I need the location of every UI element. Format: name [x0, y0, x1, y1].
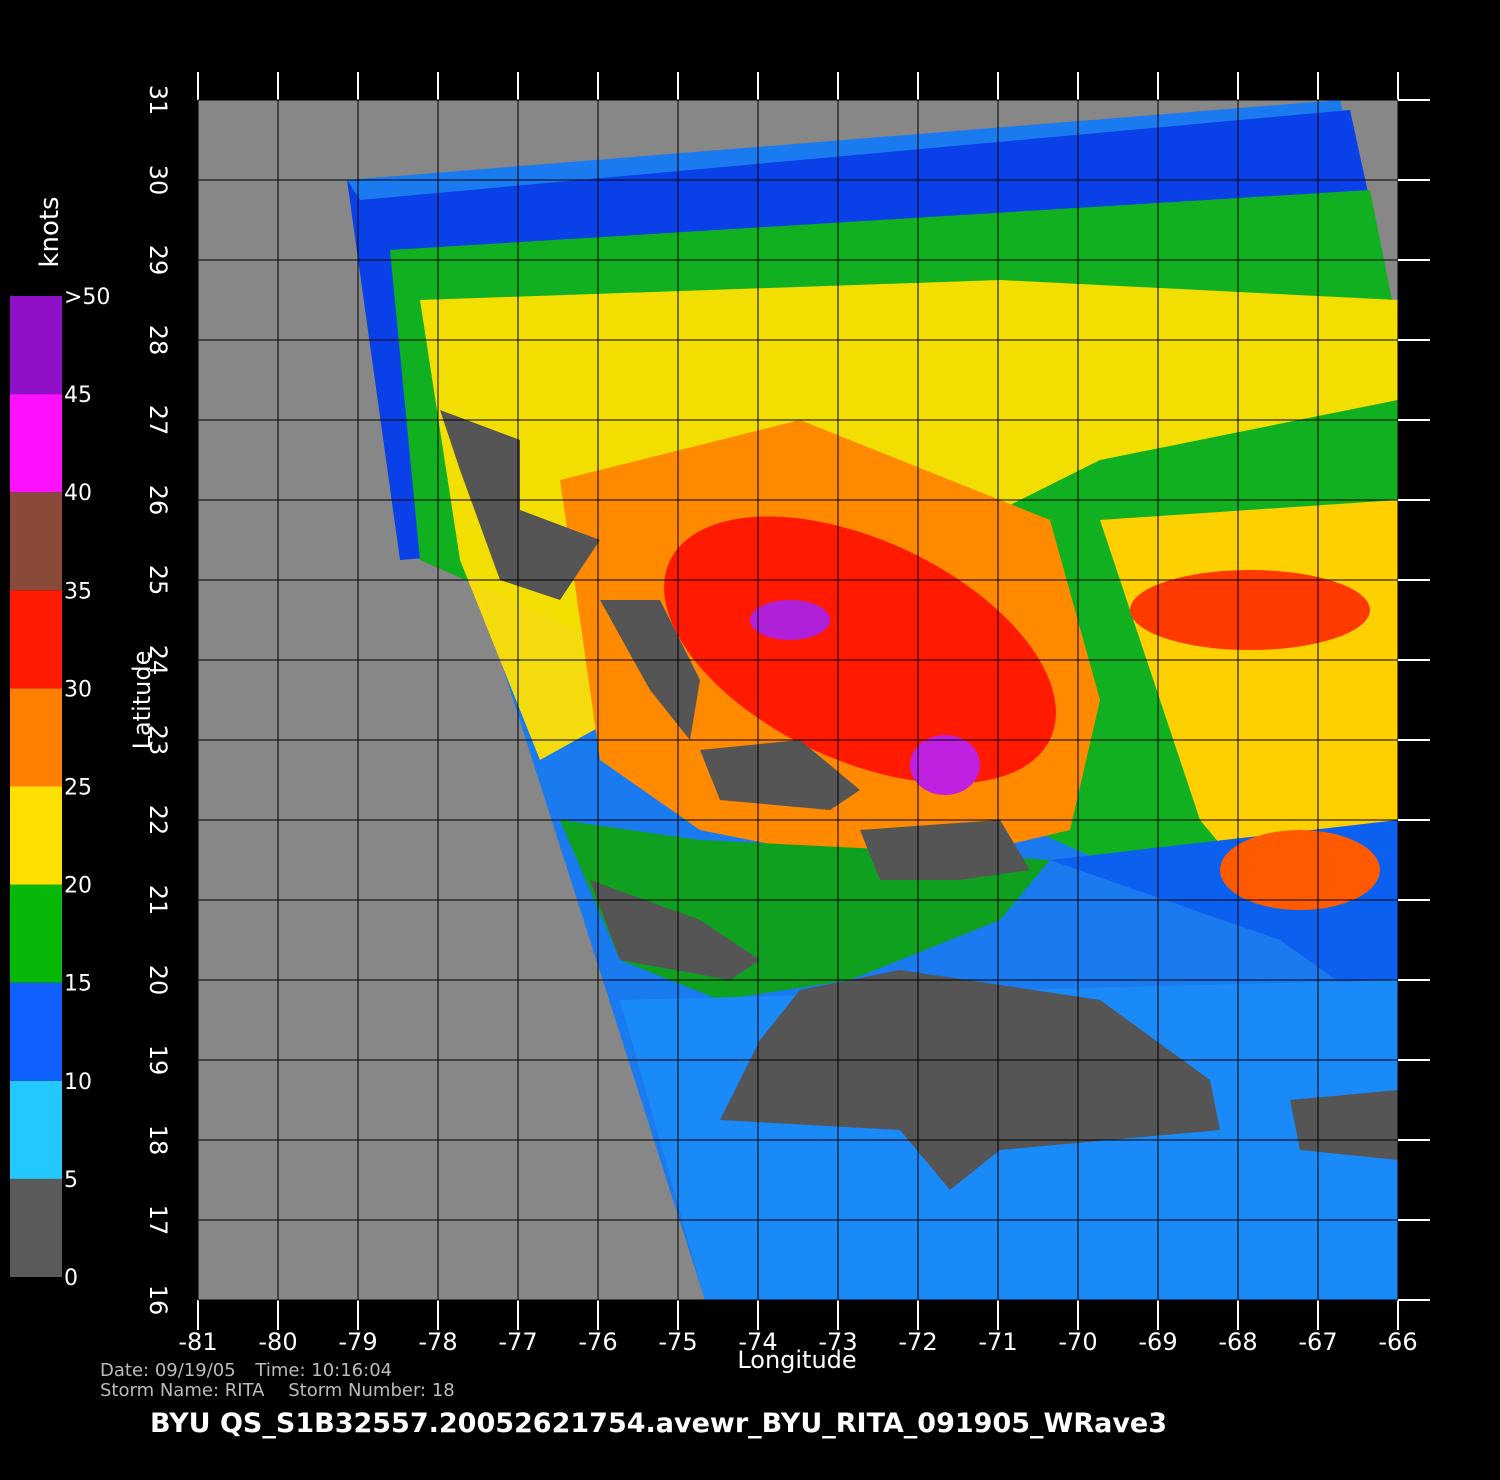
colorbar-segment	[10, 492, 62, 591]
time-label: Time:	[254, 1360, 305, 1381]
colorbar-segment	[10, 296, 62, 395]
colorbar-tick-label: 30	[64, 677, 92, 702]
x-tick-label: -67	[1298, 1328, 1337, 1356]
colorbar-tick-label: 15	[64, 972, 92, 997]
y-tick-label: 27	[144, 405, 172, 436]
y-tick-label: 31	[144, 85, 172, 116]
x-tick-label: -81	[178, 1328, 217, 1356]
y-tick-label: 22	[144, 805, 172, 836]
x-tick-label: -68	[1218, 1328, 1257, 1356]
time: 10:16:04	[311, 1360, 392, 1381]
land	[440, 410, 1398, 1190]
x-tick-label: -66	[1378, 1328, 1417, 1356]
field	[910, 735, 980, 795]
y-tick-label: 18	[144, 1125, 172, 1156]
colorbar-segment	[10, 982, 62, 1081]
field	[1220, 830, 1380, 910]
x-tick-label: -77	[498, 1328, 537, 1356]
x-tick-label: -79	[338, 1328, 377, 1356]
y-axis-title: Latitude	[128, 651, 156, 750]
colorbar-segment	[10, 884, 62, 983]
x-tick-label: -71	[978, 1328, 1017, 1356]
colorbar-segment	[10, 1178, 62, 1277]
colorbar-unit: knots	[35, 196, 65, 267]
colorbar-tick-label: 20	[64, 874, 92, 899]
y-tick-label: 30	[144, 165, 172, 196]
storm-name: RITA	[225, 1380, 265, 1401]
colorbar-tick-label: 35	[64, 579, 92, 604]
y-tick-label: 26	[144, 485, 172, 516]
colorbar-tick-label: 10	[64, 1070, 92, 1095]
x-tick-label: -75	[658, 1328, 697, 1356]
footer-line: Storm Name: RITA Storm Number: 18	[100, 1380, 455, 1401]
y-tick-label: 29	[144, 245, 172, 276]
x-tick-label: -72	[898, 1328, 937, 1356]
storm-number-label: Storm Number:	[288, 1380, 426, 1401]
title: BYU QS_S1B32557.20052621754.avewr_BYU_RI…	[150, 1408, 1167, 1439]
x-tick-label: -78	[418, 1328, 457, 1356]
colorbar-segment	[10, 786, 62, 885]
field	[1130, 570, 1370, 650]
x-tick-label: -69	[1138, 1328, 1177, 1356]
colorbar: 0 5 10 15 20 25 30 35 40 45 >50	[10, 285, 110, 1291]
colorbar-tick-label: 45	[64, 383, 92, 408]
x-tick-label: -76	[578, 1328, 617, 1356]
x-axis-title: Longitude	[737, 1346, 856, 1374]
y-tick-label: 16	[144, 1285, 172, 1316]
field	[664, 516, 1056, 784]
y-tick-label: 28	[144, 325, 172, 356]
storm-number: 18	[432, 1380, 455, 1401]
y-tick-label: 24	[144, 645, 172, 676]
y-tick-label: 20	[144, 965, 172, 996]
y-tick-label: 17	[144, 1205, 172, 1236]
axes: -81 -80 -79 -78 -77 -76 -75 -74 -73 -72 -71 -70 -69 -…	[144, 72, 1430, 1356]
colorbar-segment	[10, 688, 62, 787]
date-label: Date:	[100, 1360, 149, 1381]
date: 09/19/05	[155, 1360, 236, 1381]
x-tick-label: -70	[1058, 1328, 1097, 1356]
x-tick-label: -80	[258, 1328, 297, 1356]
footer-line: Date: 09/19/05 Time: 10:16:04	[100, 1360, 392, 1381]
colorbar-tick-label: 0	[64, 1266, 78, 1291]
colorbar-tick-label: 5	[64, 1168, 78, 1193]
field	[750, 600, 830, 640]
colorbar-tick-label: >50	[64, 285, 110, 310]
colorbar-tick-label: 40	[64, 481, 92, 506]
y-tick-label: 19	[144, 1045, 172, 1076]
x-tick-label: -73	[818, 1328, 857, 1356]
colorbar-segment	[10, 394, 62, 493]
colorbar-segment	[10, 1080, 62, 1179]
colorbar-segment	[10, 590, 62, 689]
storm-name-label: Storm Name:	[100, 1380, 219, 1401]
y-tick-label: 23	[144, 725, 172, 756]
colorbar-tick-label: 25	[64, 776, 92, 801]
y-tick-label: 25	[144, 565, 172, 596]
y-tick-label: 21	[144, 885, 172, 916]
x-tick-label: -74	[738, 1328, 777, 1356]
